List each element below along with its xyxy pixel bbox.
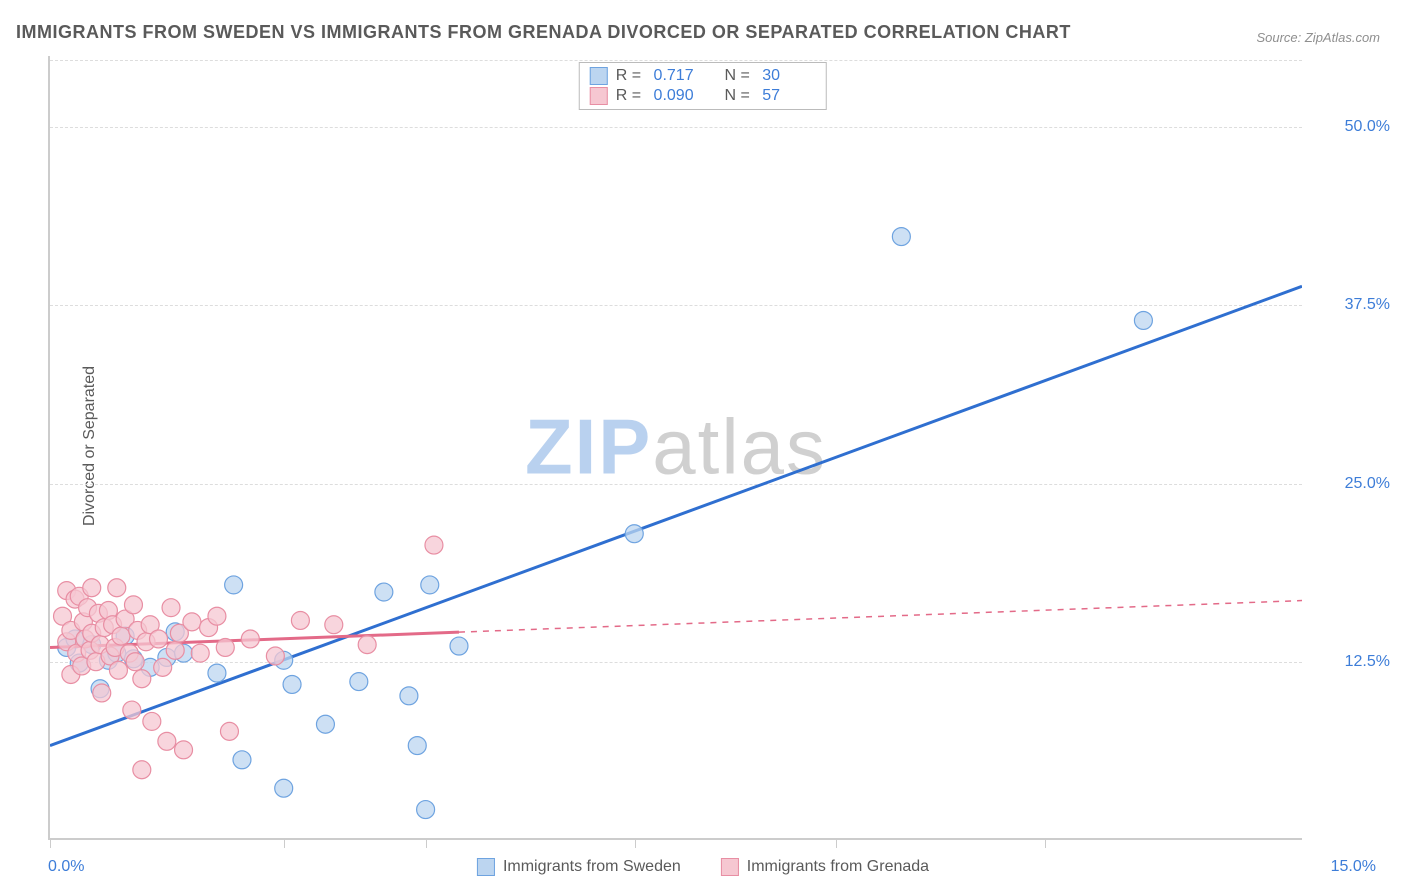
corr-r-label: R = — [616, 67, 646, 85]
plot-svg — [50, 56, 1302, 838]
data-point-grenada — [126, 653, 144, 671]
legend-label: Immigrants from Grenada — [747, 858, 929, 876]
data-point-grenada — [208, 607, 226, 625]
data-point-grenada — [123, 701, 141, 719]
data-point-grenada — [154, 658, 172, 676]
data-point-grenada — [150, 630, 168, 648]
data-point-sweden — [625, 525, 643, 543]
x-axis-max-label: 15.0% — [1331, 858, 1376, 876]
data-point-grenada — [241, 630, 259, 648]
x-tick — [426, 838, 427, 848]
data-point-grenada — [83, 579, 101, 597]
data-point-grenada — [325, 616, 343, 634]
data-point-sweden — [233, 751, 251, 769]
data-point-grenada — [183, 613, 201, 631]
corr-legend-row-sweden: R = 0.717 N = 30 — [590, 67, 816, 85]
x-tick — [284, 838, 285, 848]
data-point-grenada — [358, 636, 376, 654]
data-point-grenada — [143, 712, 161, 730]
data-point-sweden — [208, 664, 226, 682]
data-point-sweden — [400, 687, 418, 705]
data-point-grenada — [425, 536, 443, 554]
data-point-grenada — [133, 761, 151, 779]
data-point-grenada — [175, 741, 193, 759]
x-tick — [1045, 838, 1046, 848]
y-tick-label: 50.0% — [1312, 118, 1390, 136]
legend-swatch-icon — [590, 87, 608, 105]
data-point-grenada — [133, 670, 151, 688]
data-point-sweden — [225, 576, 243, 594]
data-point-grenada — [112, 627, 130, 645]
data-point-sweden — [408, 737, 426, 755]
data-point-sweden — [421, 576, 439, 594]
data-point-grenada — [158, 732, 176, 750]
y-tick-label: 12.5% — [1312, 653, 1390, 671]
data-point-sweden — [1134, 311, 1152, 329]
corr-n-label: N = — [716, 67, 755, 85]
legend-label: Immigrants from Sweden — [503, 858, 681, 876]
regression-line-dashed-grenada — [459, 601, 1302, 633]
y-tick-label: 25.0% — [1312, 475, 1390, 493]
data-point-grenada — [291, 611, 309, 629]
data-point-grenada — [220, 722, 238, 740]
y-tick-label: 37.5% — [1312, 296, 1390, 314]
plot-area: ZIPatlas 12.5%25.0%37.5%50.0% — [48, 56, 1302, 840]
legend-swatch-icon — [721, 858, 739, 876]
legend-item: Immigrants from Sweden — [477, 858, 681, 876]
data-point-grenada — [109, 661, 127, 679]
x-tick — [50, 838, 51, 848]
data-point-sweden — [417, 801, 435, 819]
data-point-grenada — [93, 684, 111, 702]
data-point-sweden — [283, 675, 301, 693]
data-point-grenada — [166, 641, 184, 659]
corr-n-value: 57 — [762, 87, 816, 105]
x-tick — [836, 838, 837, 848]
series-legend: Immigrants from Sweden Immigrants from Gr… — [477, 858, 929, 876]
data-point-grenada — [266, 647, 284, 665]
data-point-sweden — [350, 673, 368, 691]
legend-swatch-icon — [590, 67, 608, 85]
data-point-sweden — [316, 715, 334, 733]
data-point-grenada — [108, 579, 126, 597]
legend-item: Immigrants from Grenada — [721, 858, 929, 876]
corr-r-value: 0.717 — [654, 67, 708, 85]
data-point-grenada — [124, 596, 142, 614]
data-point-sweden — [275, 779, 293, 797]
x-tick — [635, 838, 636, 848]
chart-title: IMMIGRANTS FROM SWEDEN VS IMMIGRANTS FRO… — [16, 22, 1071, 43]
data-point-grenada — [216, 638, 234, 656]
correlation-legend: R = 0.717 N = 30R = 0.090 N = 57 — [579, 62, 827, 110]
data-point-sweden — [375, 583, 393, 601]
x-axis-min-label: 0.0% — [48, 858, 84, 876]
regression-line-sweden — [50, 286, 1302, 745]
data-point-grenada — [162, 599, 180, 617]
data-point-sweden — [892, 228, 910, 246]
data-point-grenada — [191, 644, 209, 662]
source-label: Source: ZipAtlas.com — [1256, 30, 1380, 45]
data-point-sweden — [450, 637, 468, 655]
corr-r-label: R = — [616, 87, 646, 105]
corr-legend-row-grenada: R = 0.090 N = 57 — [590, 87, 816, 105]
corr-n-value: 30 — [762, 67, 816, 85]
corr-r-value: 0.090 — [654, 87, 708, 105]
corr-n-label: N = — [716, 87, 755, 105]
legend-swatch-icon — [477, 858, 495, 876]
